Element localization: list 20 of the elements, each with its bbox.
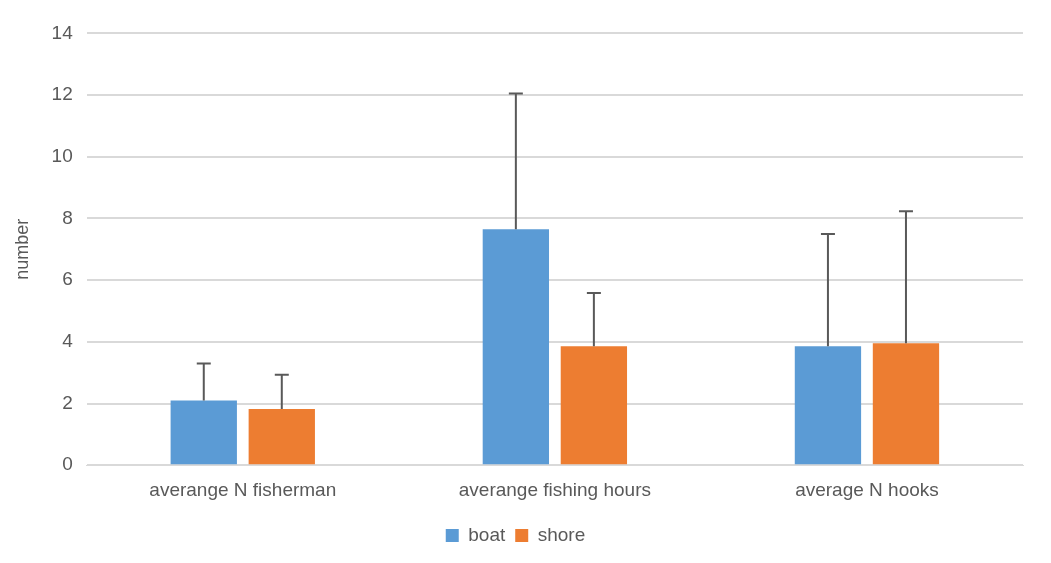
x-tick-label: averange N fisherman [149,478,337,500]
y-tick-label: 10 [51,145,73,167]
y-axis-title: number [11,218,32,280]
bar [482,229,550,465]
bar [794,346,862,465]
y-tick-label: 0 [62,453,73,475]
y-tick-label: 14 [51,21,74,43]
legend-label: shore [537,523,586,545]
y-tick-label: 6 [62,268,73,290]
legend-label: boat [468,523,506,545]
y-tick-label: 8 [62,206,73,228]
bar [170,400,237,465]
x-tick-label: average N hooks [795,478,939,500]
y-tick-label: 4 [62,330,74,352]
y-tick-label: 2 [62,391,73,413]
bar [872,343,940,465]
bar [248,409,315,465]
x-tick-label: averange fishing hours [458,478,651,500]
bar [560,346,628,465]
y-tick-label: 12 [51,83,73,105]
